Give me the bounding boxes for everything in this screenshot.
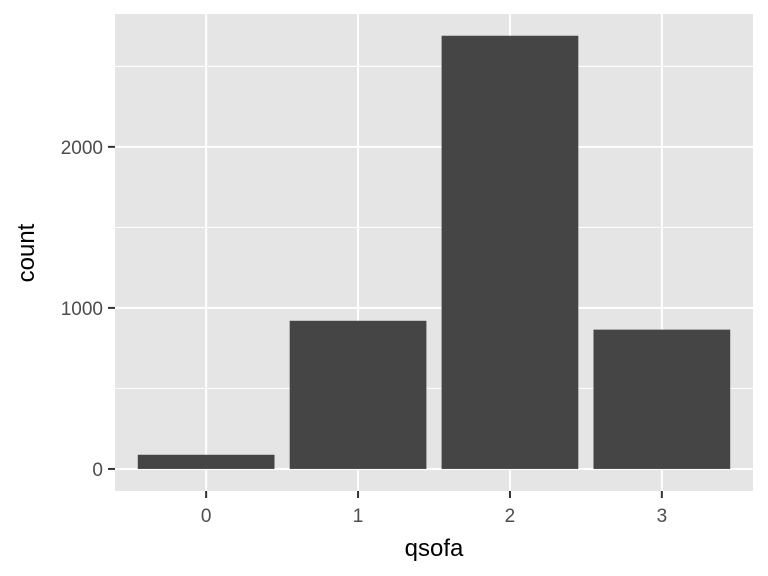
y-axis-title: count xyxy=(13,223,40,282)
bar-3 xyxy=(593,329,731,469)
y-tick-label: 0 xyxy=(92,460,103,481)
x-axis: 0 1 2 3 xyxy=(201,491,667,527)
y-tick-label: 2000 xyxy=(61,138,103,159)
y-axis: 0 1000 2000 xyxy=(61,138,115,481)
bar-1 xyxy=(289,320,427,469)
x-tick-label: 0 xyxy=(201,506,212,527)
x-axis-title: qsofa xyxy=(405,535,464,562)
x-tick-label: 3 xyxy=(657,506,668,527)
bar-2 xyxy=(441,35,579,469)
x-tick-label: 2 xyxy=(505,506,516,527)
bar-0 xyxy=(137,454,275,469)
y-tick-label: 1000 xyxy=(61,299,103,320)
bars xyxy=(137,35,731,469)
x-tick-label: 1 xyxy=(353,506,364,527)
